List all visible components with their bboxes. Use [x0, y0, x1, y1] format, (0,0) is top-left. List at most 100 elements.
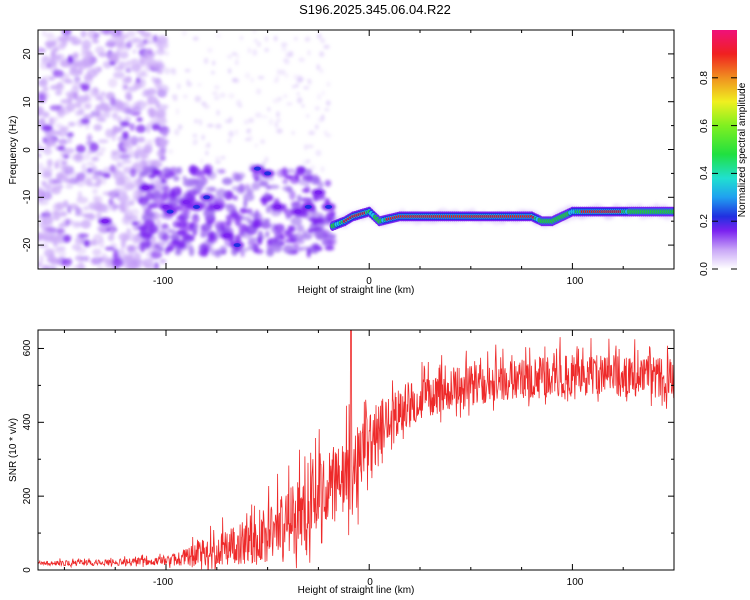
noise-blob [55, 123, 63, 129]
noise-blob [59, 61, 71, 68]
cluster-blob [164, 247, 170, 256]
noise-blob [135, 124, 147, 134]
noise-blob [155, 100, 161, 109]
spectrogram-blob-core [162, 204, 170, 209]
noise-blob [102, 167, 111, 175]
cluster-blob [290, 216, 303, 226]
cluster-blob [282, 179, 289, 185]
cluster-blob [262, 199, 268, 206]
noise-blob [164, 51, 170, 57]
cluster-blob [289, 175, 300, 185]
noise-blob [215, 156, 221, 160]
noise-blob [111, 257, 124, 267]
noise-blob [291, 130, 295, 135]
cluster-blob [234, 234, 242, 244]
noise-blob [157, 39, 164, 50]
noise-blob [129, 168, 137, 178]
cluster-blob [312, 244, 320, 251]
noise-blob [109, 164, 117, 174]
noise-blob [112, 112, 119, 121]
spectrogram-image [38, 30, 674, 269]
noise-blob [314, 124, 319, 130]
noise-blob [286, 102, 293, 106]
noise-blob [126, 30, 136, 38]
noise-blob [244, 72, 251, 79]
cluster-blob [169, 234, 180, 240]
noise-blob [78, 257, 84, 267]
noise-blob [243, 119, 249, 125]
noise-blob [129, 136, 136, 144]
noise-blob [231, 52, 238, 56]
noise-blob [182, 94, 189, 99]
cluster-blob [193, 190, 202, 195]
cluster-blob [317, 181, 324, 189]
cluster-blob [195, 180, 205, 189]
cluster-blob [278, 234, 285, 241]
noise-blob [137, 73, 149, 78]
cluster-blob [308, 217, 319, 222]
noise-blob [317, 117, 324, 123]
noise-blob [141, 258, 154, 268]
snr-ytick-label: 400 [22, 413, 33, 430]
spectrogram-blob-core [233, 243, 241, 248]
noise-blob [281, 47, 288, 52]
noise-blob [65, 170, 78, 178]
noise-blob [113, 71, 125, 79]
cluster-blob [259, 180, 269, 187]
cluster-blob [248, 237, 258, 243]
spectrogram-blob-core [213, 204, 221, 209]
noise-blob [296, 97, 303, 104]
cluster-blob [181, 232, 191, 241]
noise-blob [260, 139, 266, 144]
noise-blob [43, 147, 53, 156]
noise-blob [153, 79, 163, 85]
noise-blob [252, 49, 258, 56]
noise-blob [133, 101, 142, 107]
noise-blob [100, 91, 106, 97]
noise-blob [125, 67, 132, 74]
snr-xtick-label: -100 [153, 577, 173, 588]
noise-blob [93, 124, 103, 132]
noise-blob [38, 215, 45, 220]
cluster-blob [204, 186, 217, 193]
noise-blob [48, 57, 59, 68]
noise-blob [304, 37, 310, 42]
noise-blob [215, 123, 222, 129]
noise-blob [88, 202, 96, 210]
noise-blob [118, 232, 131, 242]
noise-blob [73, 75, 81, 84]
noise-blob [124, 195, 131, 201]
cluster-blob [243, 193, 255, 202]
noise-blob [122, 76, 132, 84]
noise-blob [315, 149, 322, 157]
noise-blob [67, 121, 76, 127]
noise-blob [126, 228, 131, 234]
noise-blob [58, 35, 68, 42]
noise-blob [95, 203, 108, 213]
noise-blob [157, 84, 169, 94]
noise-blob [80, 117, 90, 125]
noise-blob [239, 35, 243, 40]
spectrogram-xtick-label: 0 [366, 276, 372, 287]
noise-blob [119, 120, 130, 127]
noise-blob [283, 94, 288, 98]
noise-blob [120, 239, 126, 249]
noise-blob [76, 246, 87, 255]
noise-blob [304, 143, 308, 151]
cluster-blob [290, 225, 296, 233]
colorbar-tick-label: 0.6 [699, 119, 710, 133]
cluster-blob [148, 174, 156, 179]
noise-blob [246, 128, 252, 132]
noise-blob [49, 234, 61, 242]
noise-blob [201, 134, 205, 141]
cluster-blob [161, 223, 169, 229]
noise-blob [42, 75, 54, 82]
cluster-blob [257, 212, 263, 222]
noise-blob [123, 211, 129, 217]
noise-blob [38, 47, 47, 53]
spectrogram-texture [38, 30, 674, 269]
cluster-blob [300, 233, 313, 241]
cluster-blob [148, 224, 159, 234]
noise-blob [123, 101, 130, 109]
noise-blob [42, 30, 47, 37]
